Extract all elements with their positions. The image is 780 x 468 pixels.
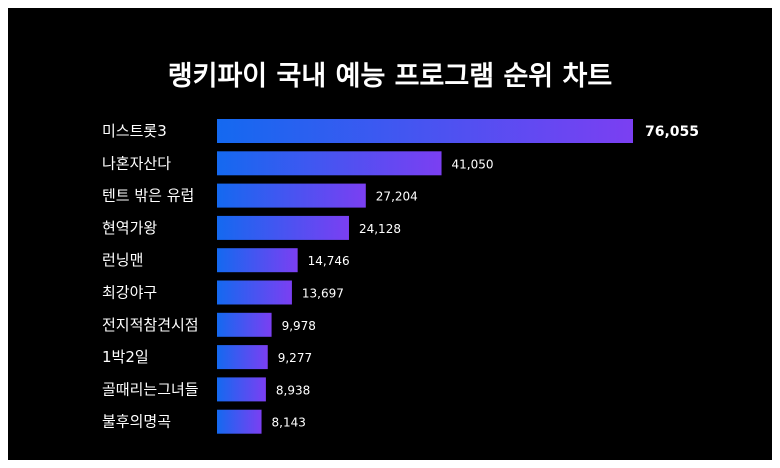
category-label: 나혼자산다 — [102, 154, 171, 172]
category-label: 불후의명곡 — [102, 413, 171, 431]
value-label: 76,055 — [645, 124, 699, 140]
value-label: 24,128 — [359, 222, 401, 236]
bar — [217, 409, 262, 434]
category-label: 런닝맨 — [102, 251, 143, 269]
bar — [217, 248, 298, 273]
category-label: 골때리는그녀들 — [102, 380, 199, 398]
bar — [217, 151, 442, 176]
value-label: 14,746 — [308, 254, 350, 268]
category-label: 최강야구 — [102, 284, 157, 302]
category-label: 현역가왕 — [102, 219, 157, 237]
chart-title: 랭키파이 국내 예능 프로그램 순위 차트 — [167, 61, 613, 92]
category-label: 1박2일 — [102, 348, 149, 366]
value-label: 9,277 — [278, 351, 312, 365]
bar — [217, 345, 268, 370]
value-label: 41,050 — [452, 157, 494, 171]
bar — [217, 312, 272, 337]
chart-panel: 랭키파이 국내 예능 프로그램 순위 차트 미스트롯3 76,055 나혼자산다 41… — [8, 8, 772, 460]
value-label: 27,204 — [376, 190, 418, 204]
bar — [217, 183, 366, 208]
value-label: 8,143 — [272, 416, 306, 430]
bar — [217, 215, 349, 240]
bar — [217, 280, 292, 305]
value-label: 8,938 — [276, 383, 310, 397]
value-label: 13,697 — [302, 287, 344, 301]
bar — [217, 377, 266, 402]
bar — [217, 119, 633, 143]
category-label: 미스트롯3 — [102, 122, 167, 140]
bar-chart: 미스트롯3 76,055 나혼자산다 41,050 텐트 밖은 유럽 27,204 현역가왕… — [102, 119, 699, 434]
category-label: 전지적참견시점 — [102, 316, 199, 334]
category-label: 텐트 밖은 유럽 — [102, 187, 194, 205]
value-label: 9,978 — [282, 319, 316, 333]
